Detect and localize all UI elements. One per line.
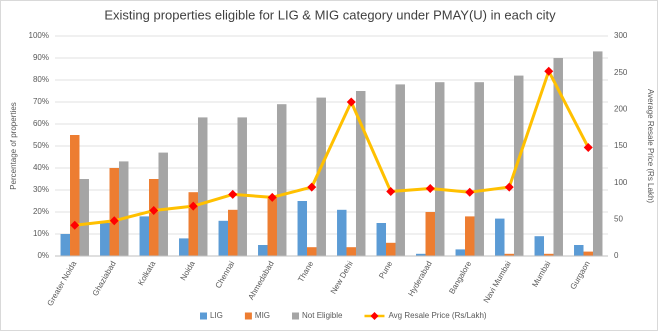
y2-tick-label: 0 bbox=[614, 251, 619, 260]
bar bbox=[455, 249, 466, 256]
y-axis-title: Percentage of properties bbox=[9, 102, 18, 190]
legend-label: Avg Resale Price (Rs/Lakh) bbox=[388, 311, 486, 320]
y-tick-label: 20% bbox=[33, 207, 49, 216]
marker bbox=[465, 187, 475, 197]
y-tick-label: 50% bbox=[33, 141, 49, 150]
bar bbox=[534, 236, 545, 256]
bar bbox=[267, 196, 277, 256]
bar bbox=[465, 216, 475, 256]
y2-tick-label: 250 bbox=[614, 68, 628, 77]
bar bbox=[79, 179, 89, 256]
bar bbox=[197, 117, 208, 257]
y2-tick-label: 50 bbox=[614, 214, 623, 223]
bar bbox=[258, 245, 268, 256]
marker bbox=[228, 189, 238, 199]
y2-tick-label: 200 bbox=[614, 104, 628, 113]
bar bbox=[316, 97, 326, 256]
bar bbox=[395, 84, 405, 257]
y-tick-label: 10% bbox=[33, 229, 49, 238]
marker bbox=[188, 201, 198, 211]
bar bbox=[158, 152, 168, 256]
line bbox=[74, 69, 590, 227]
y-tick-label: 30% bbox=[33, 185, 49, 194]
y-tick-label: 100% bbox=[29, 31, 49, 40]
bar bbox=[337, 209, 347, 256]
bar bbox=[495, 218, 505, 256]
bar bbox=[139, 216, 150, 256]
bar bbox=[592, 51, 603, 257]
marker bbox=[307, 182, 317, 192]
marker bbox=[544, 66, 554, 76]
bar bbox=[504, 253, 514, 256]
bar bbox=[179, 238, 189, 256]
bar bbox=[553, 58, 563, 256]
bar bbox=[346, 247, 356, 256]
bar bbox=[386, 242, 396, 256]
marker bbox=[583, 142, 593, 152]
bar bbox=[60, 234, 71, 256]
y-tick-label: 90% bbox=[33, 53, 49, 62]
marker bbox=[504, 182, 514, 192]
y-tick-label: 70% bbox=[33, 97, 49, 106]
y-tick-label: 80% bbox=[33, 75, 49, 84]
marker bbox=[346, 97, 356, 107]
bar bbox=[228, 209, 238, 256]
bar bbox=[513, 75, 524, 256]
marker bbox=[267, 192, 277, 202]
bar bbox=[218, 220, 229, 256]
bar bbox=[297, 201, 308, 256]
marker bbox=[149, 206, 159, 216]
marker bbox=[70, 220, 80, 230]
bar bbox=[574, 245, 584, 256]
y2-tick-label: 150 bbox=[614, 141, 628, 150]
bar bbox=[118, 161, 129, 256]
legend-label: MIG bbox=[255, 311, 270, 320]
y2-tick-label: 100 bbox=[614, 178, 628, 187]
bar bbox=[425, 212, 435, 256]
marker bbox=[425, 184, 435, 194]
marker bbox=[386, 186, 396, 196]
bar bbox=[237, 117, 247, 257]
legend-swatch bbox=[244, 312, 252, 320]
bar bbox=[416, 253, 426, 256]
bar bbox=[434, 82, 445, 256]
chart-title: Existing properties eligible for LIG & M… bbox=[104, 7, 556, 22]
bar bbox=[109, 168, 119, 256]
bar bbox=[70, 135, 80, 256]
bar bbox=[583, 251, 593, 256]
bar bbox=[307, 247, 317, 256]
bar bbox=[276, 104, 287, 256]
legend-swatch bbox=[200, 312, 207, 320]
y2-tick-label: 300 bbox=[614, 31, 628, 40]
bar bbox=[188, 192, 198, 256]
bar bbox=[355, 91, 366, 256]
bar bbox=[100, 223, 110, 256]
bar bbox=[544, 253, 554, 256]
y-tick-label: 60% bbox=[33, 119, 49, 128]
bar bbox=[474, 82, 484, 256]
legend-label: Not Eligible bbox=[302, 311, 343, 320]
y-tick-label: 0% bbox=[37, 251, 49, 260]
marker bbox=[109, 216, 119, 226]
y2-axis-title: Average Resale Price (Rs Lakh) bbox=[646, 89, 655, 203]
legend-label: LIG bbox=[210, 311, 223, 320]
y-tick-label: 40% bbox=[33, 163, 49, 172]
bar bbox=[376, 223, 387, 256]
legend-marker bbox=[370, 312, 379, 320]
legend-swatch bbox=[292, 312, 300, 320]
bar bbox=[149, 179, 159, 256]
